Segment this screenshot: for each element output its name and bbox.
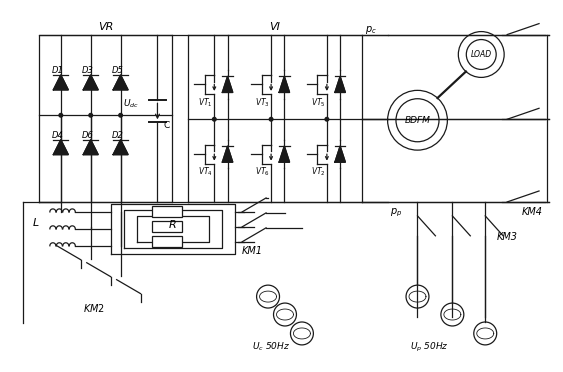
- Circle shape: [89, 113, 92, 117]
- Polygon shape: [113, 75, 128, 90]
- Text: D5: D5: [111, 66, 123, 75]
- FancyBboxPatch shape: [153, 221, 182, 232]
- Text: $U_p$ 50Hz: $U_p$ 50Hz: [409, 341, 448, 354]
- Text: $U_c$ 50Hz: $U_c$ 50Hz: [252, 340, 291, 353]
- Circle shape: [212, 118, 216, 121]
- Text: $VT_6$: $VT_6$: [255, 166, 270, 179]
- Text: D2: D2: [111, 131, 123, 140]
- Polygon shape: [279, 76, 289, 92]
- Polygon shape: [279, 146, 289, 162]
- Text: BDFM: BDFM: [405, 116, 431, 125]
- Text: D1: D1: [52, 66, 64, 75]
- Text: $p_c$: $p_c$: [365, 23, 377, 36]
- Text: VI: VI: [270, 22, 280, 32]
- Text: $VT_1$: $VT_1$: [198, 96, 213, 109]
- Text: LOAD: LOAD: [471, 50, 492, 59]
- Circle shape: [325, 118, 329, 121]
- Text: $VT_4$: $VT_4$: [198, 166, 213, 179]
- Polygon shape: [53, 140, 68, 155]
- Circle shape: [269, 118, 273, 121]
- Circle shape: [59, 113, 62, 117]
- Text: KM4: KM4: [522, 207, 543, 217]
- Text: D6: D6: [82, 131, 93, 140]
- Text: KM1: KM1: [242, 246, 263, 256]
- FancyBboxPatch shape: [153, 206, 182, 217]
- Text: D3: D3: [82, 66, 93, 75]
- Text: $U_{dc}$: $U_{dc}$: [123, 97, 138, 110]
- Text: $p_p$: $p_p$: [390, 206, 402, 219]
- Text: $KM2$: $KM2$: [83, 302, 105, 314]
- Polygon shape: [53, 75, 68, 90]
- Text: D4: D4: [52, 131, 64, 140]
- Text: R: R: [168, 220, 176, 230]
- Polygon shape: [83, 140, 98, 155]
- Polygon shape: [335, 76, 345, 92]
- Text: L: L: [33, 218, 39, 228]
- Polygon shape: [83, 75, 98, 90]
- Text: KM3: KM3: [497, 232, 518, 242]
- Text: $VT_2$: $VT_2$: [311, 166, 325, 179]
- Text: C: C: [163, 121, 169, 130]
- FancyBboxPatch shape: [153, 236, 182, 247]
- Text: $VT_5$: $VT_5$: [311, 96, 325, 109]
- Text: VR: VR: [98, 22, 113, 32]
- Polygon shape: [113, 140, 128, 155]
- Polygon shape: [335, 146, 345, 162]
- Circle shape: [119, 113, 122, 117]
- Text: $VT_3$: $VT_3$: [255, 96, 270, 109]
- Polygon shape: [222, 146, 233, 162]
- Polygon shape: [222, 76, 233, 92]
